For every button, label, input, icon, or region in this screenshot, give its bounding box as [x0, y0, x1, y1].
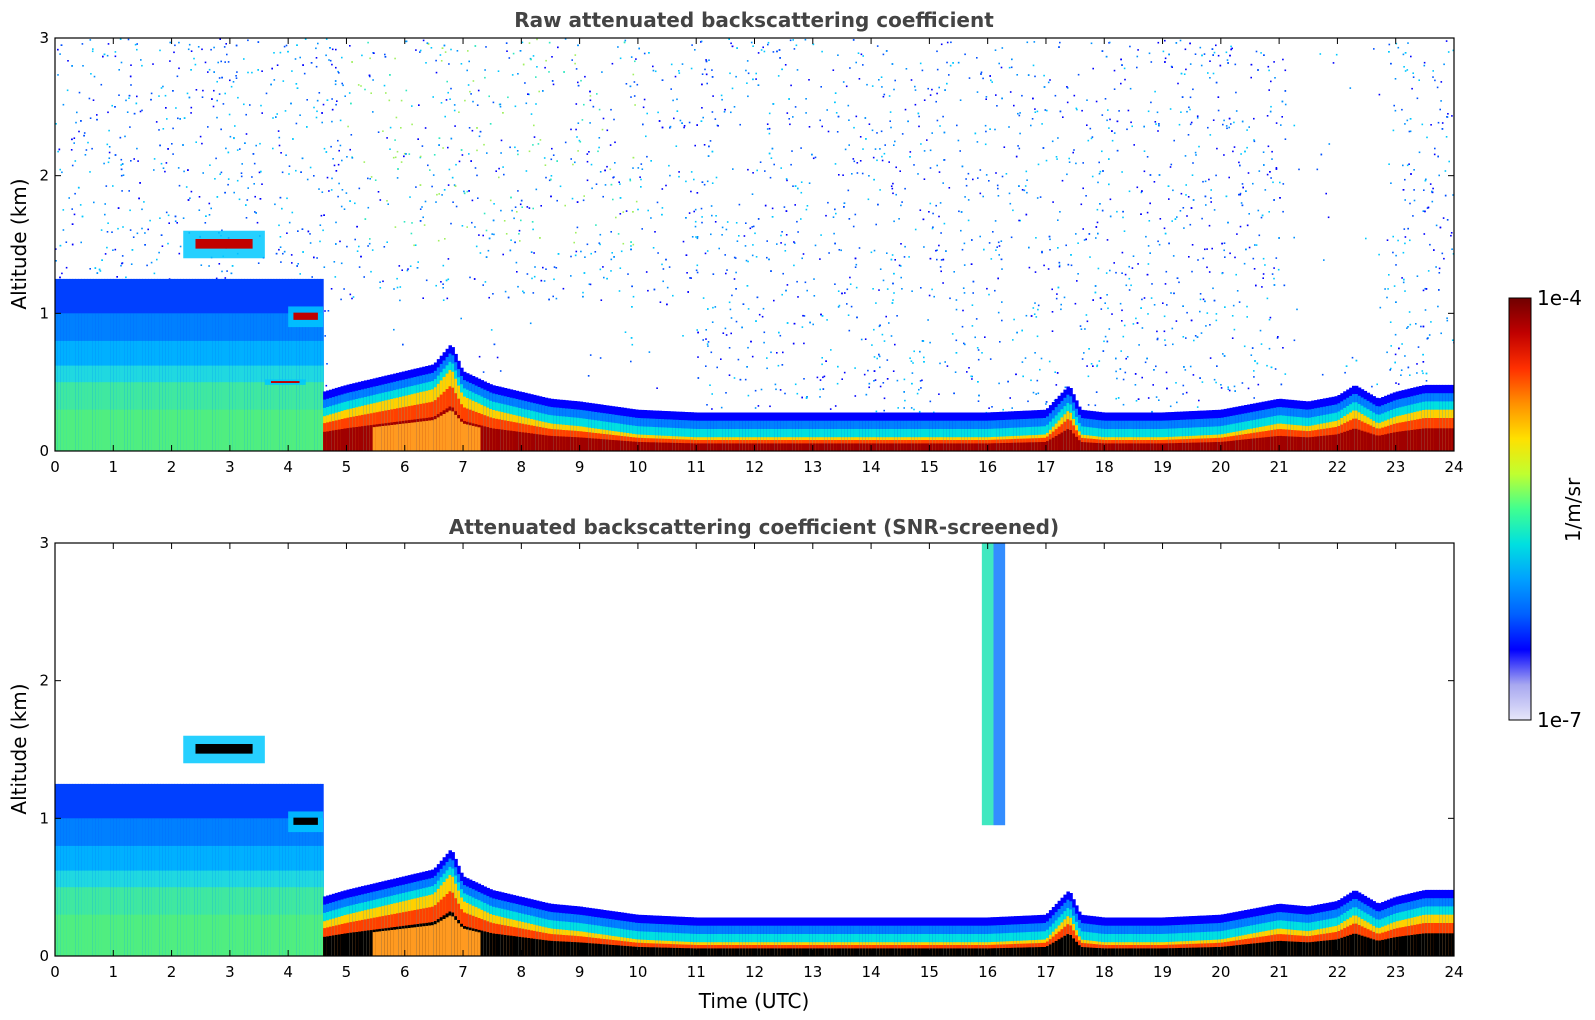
x-ticks: 0 1 2 3 4 5 6 7 8 9 10 11 12 13 14 15 16 17 18 19 20 21 22 23 24 — [50, 543, 1464, 981]
x-tick-label: 23 — [1386, 963, 1405, 981]
x-tick-label: 2 — [167, 963, 177, 981]
x-axis-label: Time (UTC) — [698, 989, 810, 1013]
x-tick-label: 9 — [575, 458, 585, 476]
x-tick-label: 20 — [1211, 458, 1230, 476]
x-tick-label: 2 — [167, 458, 177, 476]
x-tick-label: 16 — [978, 963, 997, 981]
x-tick-label: 10 — [628, 458, 647, 476]
x-tick-label: 1 — [109, 963, 119, 981]
colorbar-min-label: 1e-7 — [1537, 708, 1582, 732]
x-tick-label: 1 — [109, 458, 119, 476]
x-tick-label: 17 — [1036, 458, 1055, 476]
x-tick-label: 24 — [1444, 963, 1463, 981]
x-tick-label: 22 — [1328, 458, 1347, 476]
x-tick-label: 16 — [978, 458, 997, 476]
y-tick-label: 3 — [39, 29, 49, 47]
x-tick-label: 17 — [1036, 963, 1055, 981]
boundary-layer — [55, 278, 1454, 451]
x-tick-label: 13 — [803, 458, 822, 476]
x-tick-label: 0 — [50, 963, 60, 981]
y-tick-label: 1 — [39, 304, 49, 322]
x-tick-label: 7 — [458, 963, 468, 981]
x-tick-label: 12 — [745, 458, 764, 476]
heatmap-image — [55, 38, 1454, 451]
x-tick-label: 11 — [687, 458, 706, 476]
x-ticks: 0 1 2 3 4 5 6 7 8 9 10 11 12 13 14 15 16 17 18 19 20 21 22 23 24 — [50, 38, 1464, 476]
x-tick-label: 6 — [400, 458, 410, 476]
x-tick-label: 18 — [1095, 963, 1114, 981]
snr-screened-panel: Attenuated backscattering coefficient (S… — [7, 515, 1464, 1013]
y-tick-label: 0 — [39, 442, 49, 460]
x-tick-label: 3 — [225, 458, 235, 476]
colorbar-max-label: 1e-4 — [1537, 286, 1582, 310]
y-ticks: 0 1 2 3 — [39, 29, 1454, 460]
y-tick-label: 3 — [39, 534, 49, 552]
x-tick-label: 20 — [1211, 963, 1230, 981]
cloud-layers — [183, 230, 324, 385]
x-tick-label: 15 — [920, 458, 939, 476]
y-axis-label: Altitude (km) — [7, 178, 31, 309]
x-tick-label: 12 — [745, 963, 764, 981]
x-tick-label: 4 — [283, 963, 293, 981]
heatmap-image — [55, 543, 1454, 956]
x-tick-label: 5 — [342, 458, 352, 476]
raw-backscatter-panel: Raw attenuated backscattering coefficien… — [7, 8, 1464, 476]
x-tick-label: 10 — [628, 963, 647, 981]
x-tick-label: 5 — [342, 963, 352, 981]
panel-title: Raw attenuated backscattering coefficien… — [514, 8, 994, 32]
x-tick-label: 24 — [1444, 458, 1463, 476]
boundary-layer — [55, 783, 1454, 956]
x-tick-label: 8 — [517, 458, 527, 476]
colorbar-unit-label: 1/m/sr — [1561, 477, 1585, 542]
y-ticks: 0 1 2 3 — [39, 534, 1454, 965]
x-tick-label: 7 — [458, 458, 468, 476]
x-tick-label: 22 — [1328, 963, 1347, 981]
x-tick-label: 13 — [803, 963, 822, 981]
colorbar-scale — [1508, 297, 1532, 721]
x-tick-label: 19 — [1153, 963, 1172, 981]
y-tick-label: 2 — [39, 167, 49, 185]
colorbar: 1e-4 1e-7 1/m/sr — [1508, 286, 1585, 732]
x-tick-label: 21 — [1270, 458, 1289, 476]
x-tick-label: 0 — [50, 458, 60, 476]
x-tick-label: 6 — [400, 963, 410, 981]
x-tick-label: 21 — [1270, 963, 1289, 981]
cloud-layers — [183, 543, 1006, 833]
x-tick-label: 23 — [1386, 458, 1405, 476]
y-tick-label: 0 — [39, 947, 49, 965]
x-tick-label: 15 — [920, 963, 939, 981]
x-tick-label: 11 — [687, 963, 706, 981]
x-tick-label: 4 — [283, 458, 293, 476]
x-tick-label: 18 — [1095, 458, 1114, 476]
y-tick-label: 2 — [39, 672, 49, 690]
panel-title: Attenuated backscattering coefficient (S… — [449, 515, 1059, 539]
x-tick-label: 14 — [862, 458, 881, 476]
x-tick-label: 3 — [225, 963, 235, 981]
y-axis-label: Altitude (km) — [7, 683, 31, 814]
y-tick-label: 1 — [39, 809, 49, 827]
x-tick-label: 8 — [517, 963, 527, 981]
x-tick-label: 19 — [1153, 458, 1172, 476]
x-tick-label: 14 — [862, 963, 881, 981]
x-tick-label: 9 — [575, 963, 585, 981]
